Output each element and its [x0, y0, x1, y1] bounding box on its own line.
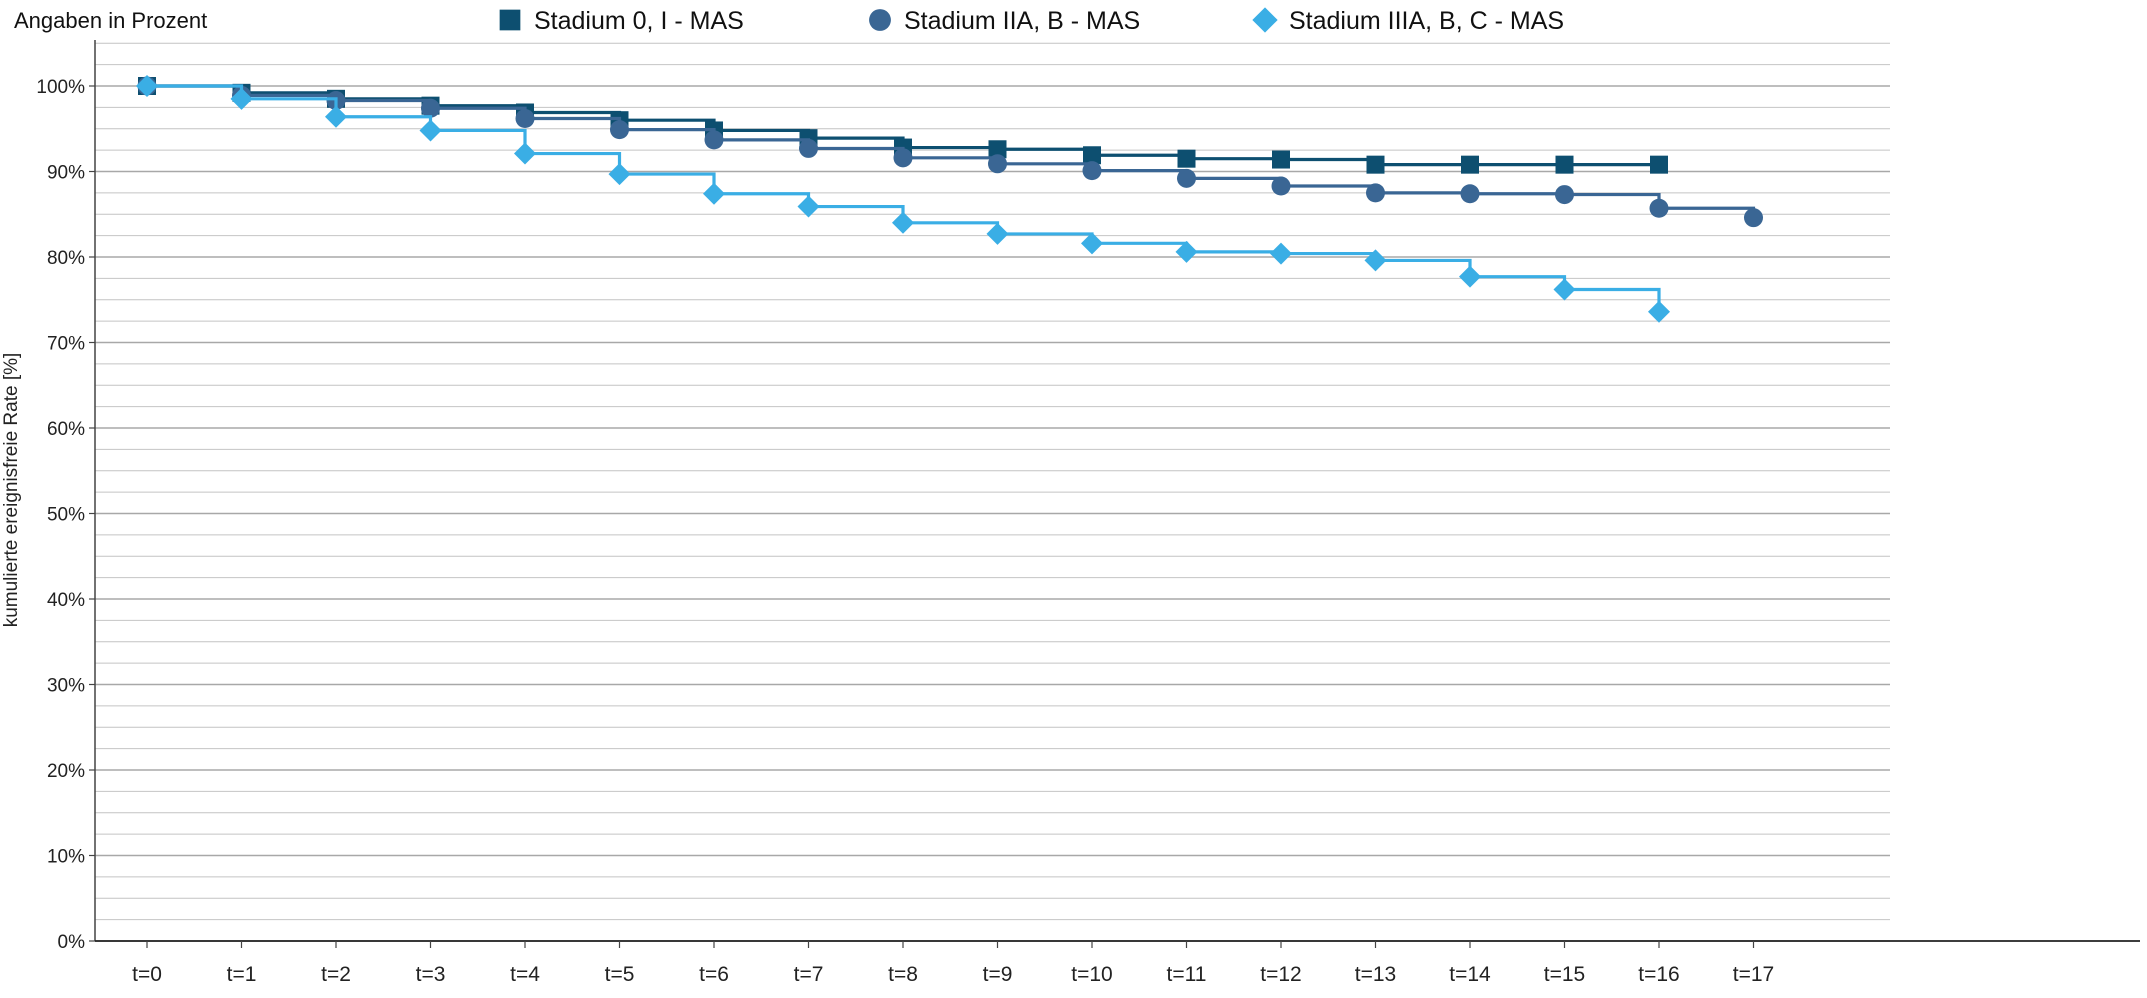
- data-point: [986, 222, 1009, 245]
- series-line: [147, 84, 1756, 218]
- data-point: [1175, 240, 1198, 263]
- data-point: [1461, 155, 1479, 174]
- y-tick-label: 40%: [47, 590, 85, 611]
- data-point: [608, 163, 631, 186]
- series-group: [136, 75, 1670, 323]
- x-axis-ticks: t=0 t=1 t=2 t=3 t=4 t=5 t=6 t=7 t=8 t=9 t=10 t=11 t=…: [132, 941, 1774, 986]
- data-point: [610, 120, 629, 140]
- y-tick-label: 50%: [47, 505, 85, 526]
- data-point: [1459, 265, 1481, 288]
- x-tick-label: t=10: [1071, 963, 1112, 986]
- x-tick-label: t=8: [888, 963, 918, 986]
- data-point: [1555, 155, 1574, 174]
- data-point: [515, 108, 535, 128]
- series-group: [137, 76, 1763, 228]
- data-point: [1553, 278, 1576, 301]
- data-point: [421, 98, 440, 118]
- x-tick-label: t=3: [416, 963, 446, 986]
- data-point: [703, 182, 725, 205]
- data-point: [1177, 168, 1196, 188]
- x-tick-label: t=11: [1167, 963, 1207, 986]
- series-line: [147, 84, 1661, 312]
- x-tick-label: t=4: [510, 963, 540, 986]
- data-point: [1082, 161, 1102, 181]
- y-tick-label: 20%: [47, 761, 85, 782]
- data-point: [1366, 155, 1385, 174]
- data-point: [1177, 149, 1196, 168]
- data-point: [1648, 300, 1670, 323]
- data-point: [230, 87, 253, 110]
- data-point: [1272, 150, 1290, 169]
- y-tick-label: 30%: [47, 676, 85, 697]
- x-tick-label: t=13: [1355, 963, 1396, 986]
- x-tick-label: t=12: [1260, 963, 1301, 986]
- legend-marker: [869, 9, 891, 31]
- y-tick-label: 10%: [47, 847, 85, 868]
- y-tick-label: 0%: [58, 932, 86, 953]
- x-tick-label: t=15: [1544, 963, 1585, 986]
- data-point: [1083, 146, 1101, 165]
- data-point: [1271, 176, 1291, 196]
- data-point: [1555, 185, 1574, 205]
- legend-label: Stadium IIA, B - MAS: [904, 7, 1140, 35]
- x-tick-label: t=7: [794, 963, 824, 986]
- legend-label: Stadium IIIA, B, C - MAS: [1289, 7, 1564, 35]
- data-point: [799, 138, 818, 158]
- legend-marker: [1252, 7, 1278, 33]
- data-point: [1650, 155, 1668, 174]
- x-tick-label: t=1: [227, 963, 257, 986]
- series-line: [147, 84, 1659, 167]
- data-point: [325, 105, 347, 128]
- x-tick-label: t=16: [1638, 963, 1679, 986]
- legend-marker: [499, 9, 521, 31]
- series-layer: [136, 75, 1763, 323]
- legend-label: Stadium 0, I - MAS: [534, 7, 744, 35]
- data-point: [1364, 249, 1387, 272]
- x-tick-label: t=14: [1449, 963, 1491, 986]
- gridlines: [95, 42, 1890, 942]
- data-point: [797, 195, 820, 218]
- y-tick-label: 60%: [47, 419, 85, 440]
- x-tick-label: t=9: [983, 963, 1013, 986]
- data-point: [514, 142, 536, 165]
- x-tick-label: t=6: [699, 963, 729, 986]
- chart-note: Angaben in Prozent: [14, 8, 207, 33]
- y-tick-label: 100%: [36, 77, 85, 98]
- y-tick-label: 90%: [47, 163, 85, 184]
- axes: [94, 40, 2140, 942]
- data-point: [136, 75, 158, 97]
- data-point: [892, 211, 914, 234]
- data-point: [1744, 208, 1763, 228]
- data-point: [1081, 232, 1103, 255]
- data-point: [1649, 198, 1669, 218]
- y-axis-label: kumulierte ereignisfreie Rate [%]: [1, 353, 22, 628]
- data-point: [1270, 242, 1292, 265]
- x-tick-label: t=0: [132, 963, 162, 986]
- x-tick-label: t=5: [605, 963, 635, 986]
- data-point: [988, 154, 1007, 174]
- y-tick-label: 80%: [47, 248, 85, 269]
- data-point: [419, 119, 442, 142]
- x-tick-label: t=2: [321, 963, 351, 986]
- data-point: [704, 130, 724, 150]
- data-point: [988, 140, 1007, 159]
- y-axis-ticks: 0% 10% 20% 30% 40% 50% 60% 70% 80% 90% 100%: [36, 77, 95, 953]
- data-point: [1460, 184, 1480, 204]
- x-tick-label: t=17: [1733, 963, 1774, 986]
- legend: Stadium 0, I - MAS Stadium IIA, B - MAS St…: [499, 7, 1564, 35]
- data-point: [893, 148, 913, 168]
- y-tick-label: 70%: [47, 334, 85, 355]
- data-point: [1366, 183, 1385, 203]
